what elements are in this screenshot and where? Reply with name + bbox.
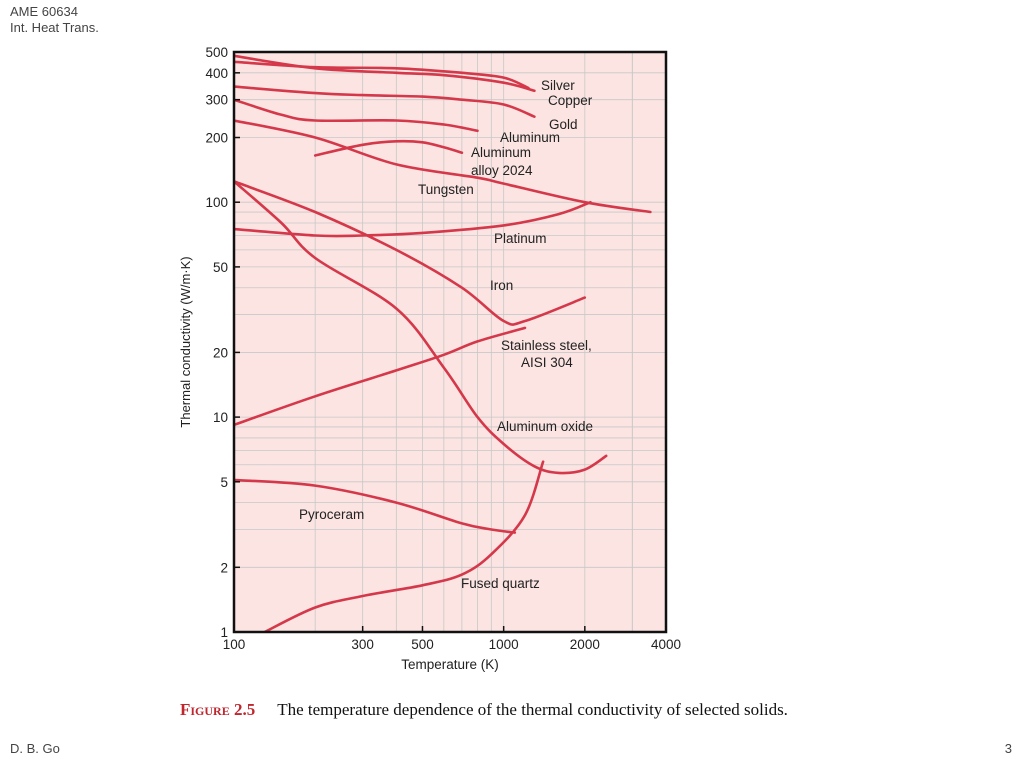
y-tick-label: 10 (213, 410, 228, 425)
curve-label: Pyroceram (299, 507, 364, 522)
series-line-copper (234, 54, 536, 93)
curve-label: Copper (548, 93, 593, 108)
caption-text: The temperature dependence of the therma… (277, 700, 788, 719)
curve-label: Aluminum (500, 130, 560, 145)
curve-label: Iron (490, 278, 513, 293)
curve-label: Aluminum (471, 145, 531, 160)
curve-label: Aluminum oxide (497, 419, 593, 434)
x-tick-label: 100 (223, 637, 246, 652)
y-tick-label: 20 (213, 345, 228, 360)
x-tick-label: 2000 (570, 637, 600, 652)
x-tick-label: 500 (411, 637, 434, 652)
y-tick-label: 50 (213, 260, 228, 275)
y-tick-label: 5 (220, 475, 228, 490)
series-line-iron (234, 180, 587, 326)
curve-label: Fused quartz (461, 576, 540, 591)
x-tick-label: 300 (351, 637, 374, 652)
curve-label: Tungsten (418, 182, 474, 197)
x-axis-label: Temperature (K) (401, 657, 499, 672)
series-line-aluminum-oxide (234, 180, 608, 475)
y-tick-label: 400 (205, 66, 228, 81)
page-number: 3 (1004, 741, 1012, 756)
series-line-platinum (234, 200, 592, 238)
x-tick-label: 1000 (489, 637, 519, 652)
slide-header: AME 60634 Int. Heat Trans. (10, 4, 99, 36)
curve-label: AISI 304 (521, 355, 573, 370)
curve-label: Silver (541, 78, 575, 93)
course-code: AME 60634 (10, 4, 78, 19)
y-tick-label: 100 (205, 195, 228, 210)
series-line-stainless-steel-aisi-304 (234, 326, 527, 427)
plot-frame (232, 50, 668, 634)
plot-area (234, 52, 666, 632)
y-axis-label: Thermal conductivity (W/m·K) (178, 256, 193, 427)
curve-label: Gold (549, 117, 578, 132)
y-tick-label: 300 (205, 93, 228, 108)
figure-label: Figure 2.5 (180, 700, 256, 719)
course-title: Int. Heat Trans. (10, 20, 99, 35)
y-tick-label: 500 (205, 45, 228, 60)
y-tick-label: 2 (220, 560, 228, 575)
series-line-tungsten (234, 119, 652, 214)
x-tick-label: 4000 (651, 637, 681, 652)
author-footer: D. B. Go (10, 741, 60, 756)
series-line-aluminum-alloy-2024 (313, 139, 464, 157)
y-tick-label: 200 (205, 131, 228, 146)
curve-label: Stainless steel, (501, 338, 592, 353)
series-line-fused-quartz (263, 460, 545, 632)
series-line-gold (234, 85, 536, 118)
y-tick-label: 1 (220, 625, 228, 640)
series-line-pyroceram (234, 478, 517, 534)
figure-caption: Figure 2.5 The temperature dependence of… (180, 700, 788, 720)
curve-label: Platinum (494, 231, 547, 246)
curve-label: alloy 2024 (471, 163, 533, 178)
series-line-aluminum (234, 98, 479, 133)
